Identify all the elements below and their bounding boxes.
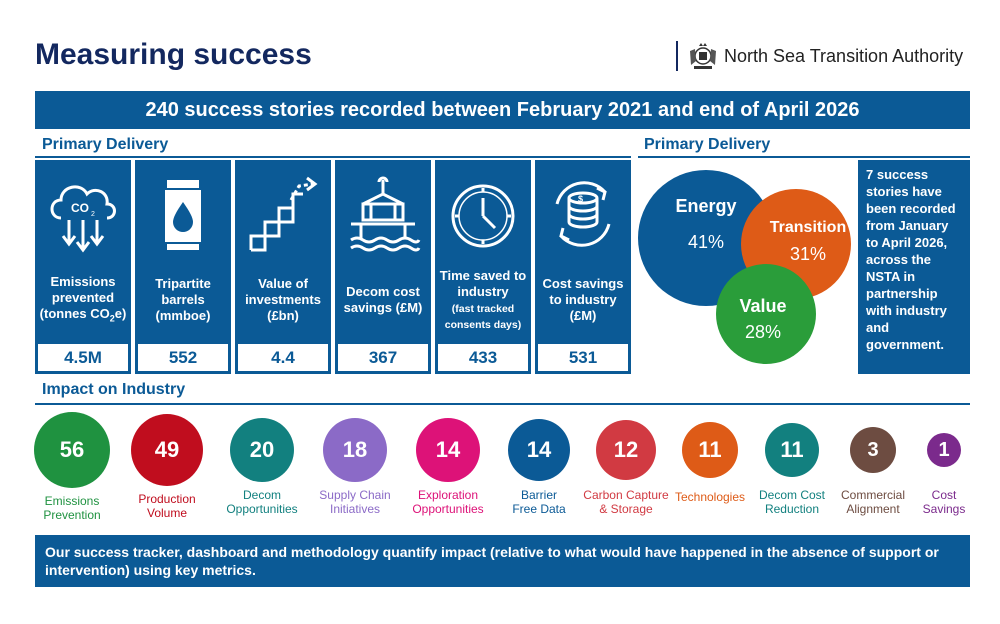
transition-pct: 31% bbox=[790, 244, 826, 264]
impact-count-circle: 3 bbox=[850, 427, 896, 473]
logo-divider bbox=[676, 41, 678, 71]
metric-label: Cost savings to industry (£M) bbox=[542, 276, 624, 323]
impact-label: Emissions Prevention bbox=[43, 494, 101, 522]
impact-count-circle: 11 bbox=[682, 422, 738, 478]
impact-count-circle: 11 bbox=[765, 423, 819, 477]
clock-icon bbox=[451, 184, 515, 248]
metric-cost-savings: $ Cost savings to industry (£M) 531 bbox=[535, 160, 631, 374]
logo-text: North Sea Transition Authority bbox=[724, 45, 964, 66]
metric-time-saved: Time saved to industry (fast tracked cons… bbox=[435, 160, 531, 374]
impact-item: 56 Emissions Prevention bbox=[27, 412, 117, 522]
coin-stack-icon: $ bbox=[555, 181, 611, 247]
value-circle bbox=[716, 264, 816, 364]
metrics-panel: CO 2 Emissions prevented (tonnes CO2e) 4… bbox=[35, 160, 631, 374]
svg-text:2: 2 bbox=[91, 211, 95, 218]
impact-label: Supply Chain Initiatives bbox=[319, 488, 391, 516]
impact-item: 20 Decom Opportunities bbox=[217, 412, 307, 516]
primary-delivery-heading: Primary Delivery bbox=[42, 136, 169, 153]
impact-label: Commercial Alignment bbox=[840, 488, 905, 516]
impact-item: 11 Decom Cost Reduction bbox=[747, 412, 837, 516]
metric-label: Value of investments (£bn) bbox=[245, 276, 321, 323]
rising-stairs-icon bbox=[249, 176, 318, 252]
impact-item: 3 Commercial Alignment bbox=[828, 412, 918, 516]
svg-text:CO: CO bbox=[71, 201, 89, 215]
section-rule bbox=[638, 156, 970, 158]
metric-tripartite-barrels: Tripartite barrels (mmboe) 552 bbox=[135, 160, 231, 374]
impact-count-circle: 56 bbox=[34, 412, 110, 488]
impact-item: 11 Technologies bbox=[665, 412, 755, 504]
success-stories-banner: 240 success stories recorded between Feb… bbox=[35, 91, 970, 129]
metric-emissions: CO 2 Emissions prevented (tonnes CO2e) 4… bbox=[35, 160, 131, 374]
impact-item: 1 Cost Savings bbox=[899, 412, 989, 516]
impact-label: Decom Opportunities bbox=[226, 488, 298, 516]
oil-barrel-icon bbox=[165, 180, 201, 250]
impact-count-circle: 49 bbox=[131, 414, 203, 486]
metric-value: 531 bbox=[538, 344, 628, 371]
impact-count-circle: 1 bbox=[927, 433, 961, 467]
value-pct: 28% bbox=[745, 322, 781, 342]
impact-item: 18 Supply Chain Initiatives bbox=[310, 412, 400, 516]
metric-label: Emissions prevented (tonnes CO2e) bbox=[39, 273, 127, 324]
impact-label: Cost Savings bbox=[922, 488, 966, 516]
impact-item: 14 Exploration Opportunities bbox=[403, 412, 493, 516]
metric-label: Decom cost savings (£M) bbox=[343, 284, 423, 315]
venn-diagram: Energy 41% Transition 31% Value 28% bbox=[638, 170, 851, 364]
methodology-note: Our success tracker, dashboard and metho… bbox=[35, 535, 970, 587]
impact-label: Production Volume bbox=[138, 492, 196, 520]
impact-label: Carbon Capture & Storage bbox=[583, 488, 669, 516]
impact-label: Exploration Opportunities bbox=[412, 488, 484, 516]
energy-pct: 41% bbox=[688, 232, 724, 252]
impact-row: 56 Emissions Prevention 49 Production Volume 2… bbox=[30, 412, 975, 522]
primary-delivery-heading-right: Primary Delivery bbox=[644, 136, 771, 153]
metric-value: 552 bbox=[138, 344, 228, 371]
metric-value: 4.4 bbox=[238, 344, 328, 371]
impact-item: 12 Carbon Capture & Storage bbox=[581, 412, 671, 516]
transition-label: Transition bbox=[770, 219, 846, 236]
impact-item: 14 Barrier Free Data bbox=[494, 412, 584, 516]
royal-crest-icon bbox=[690, 43, 716, 69]
section-rule bbox=[35, 403, 970, 405]
impact-count-circle: 14 bbox=[416, 418, 480, 482]
co2-cloud-icon: CO 2 bbox=[50, 185, 116, 253]
energy-label: Energy bbox=[675, 196, 736, 216]
impact-label: Barrier Free Data bbox=[512, 488, 566, 516]
impact-label: Technologies bbox=[674, 490, 746, 504]
svg-text:$: $ bbox=[578, 194, 583, 204]
metric-value: 367 bbox=[338, 344, 428, 371]
nsta-logo: North Sea Transition Authority bbox=[676, 40, 963, 72]
section-rule bbox=[35, 156, 631, 158]
platform-crane-icon bbox=[350, 176, 421, 252]
impact-count-circle: 14 bbox=[508, 419, 570, 481]
metric-label: Time saved to industry (fast tracked cons… bbox=[439, 268, 527, 331]
page-title: Measuring success bbox=[35, 38, 312, 71]
impact-count-circle: 20 bbox=[230, 418, 294, 482]
metric-value-of-investments: Value of investments (£bn) 4.4 bbox=[235, 160, 331, 374]
metric-label: Tripartite barrels (mmboe) bbox=[155, 276, 211, 323]
impact-heading: Impact on Industry bbox=[42, 381, 186, 398]
metric-value: 4.5M bbox=[38, 344, 128, 371]
impact-count-circle: 18 bbox=[323, 418, 387, 482]
impact-count-circle: 12 bbox=[596, 420, 656, 480]
metric-decom-cost-savings: Decom cost savings (£M) 367 bbox=[335, 160, 431, 374]
impact-label: Decom Cost Reduction bbox=[758, 488, 826, 516]
metric-value: 433 bbox=[438, 344, 528, 371]
impact-item: 49 Production Volume bbox=[122, 412, 212, 520]
success-stories-note: 7 success stories have been recorded fro… bbox=[858, 160, 970, 374]
value-label: Value bbox=[739, 296, 786, 316]
